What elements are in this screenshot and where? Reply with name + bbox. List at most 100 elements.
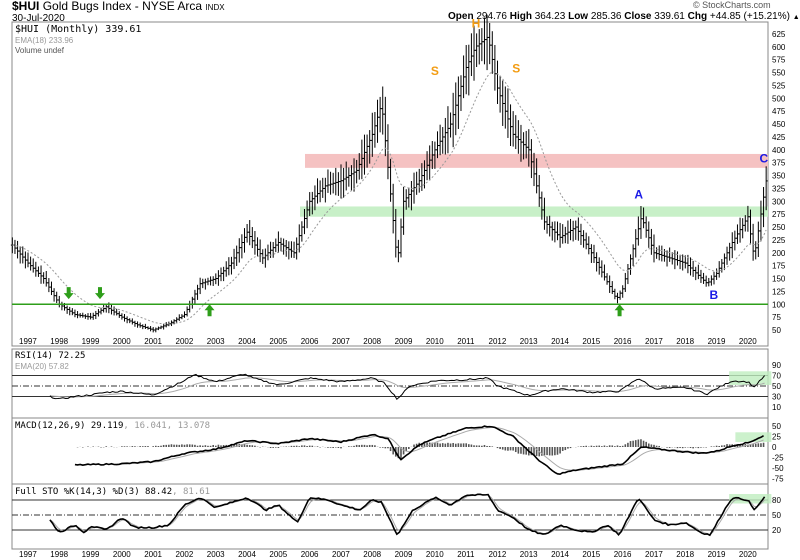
macd-signal-line [74, 426, 764, 471]
price-tick-label: 425 [772, 133, 786, 142]
chart-title: $HUI Gold Bugs Index - NYSE Arca INDX [12, 0, 225, 14]
open-label: Open [448, 11, 474, 22]
price-tick-label: 325 [772, 184, 786, 193]
high-label: High [509, 11, 532, 22]
index-name: Gold Bugs Index - NYSE Arca [42, 0, 203, 13]
macd-histogram-bar [340, 447, 342, 449]
rsi-tick-label: 90 [772, 361, 781, 370]
price-tick-label: 375 [772, 159, 786, 168]
macd-histogram-bar [405, 447, 408, 452]
sto-d-line [49, 494, 765, 535]
price-tick-label: 525 [772, 81, 786, 90]
macd-histogram-bar [653, 444, 655, 447]
year-label: 2018 [676, 337, 694, 346]
macd-histogram-bar [358, 445, 361, 447]
macd-histogram-bar [608, 445, 611, 447]
rsi-line [49, 373, 765, 400]
macd-histogram-bar [726, 444, 728, 447]
year-label-bottom: 2014 [551, 550, 569, 559]
year-label: 2015 [582, 337, 600, 346]
macd-histogram-bar [668, 447, 671, 448]
macd-histogram-bar [308, 445, 311, 447]
year-label-bottom: 2017 [645, 550, 663, 559]
macd-histogram-bar [361, 444, 363, 447]
macd-histogram-bar [209, 445, 212, 447]
price-tick-label: 50 [772, 326, 781, 335]
macd-histogram-bar [554, 447, 556, 456]
macd-histogram-bar [679, 447, 681, 448]
macd-histogram-bar [619, 446, 621, 447]
high-value: 364.23 [534, 11, 566, 22]
macd-tick-label: 25 [772, 433, 781, 442]
macd-histogram-bar [162, 444, 165, 447]
rsi-tick-label: 10 [772, 403, 781, 412]
year-label-bottom: 2006 [301, 550, 319, 559]
macd-histogram-bar [512, 447, 514, 451]
macd-histogram-bar [632, 440, 634, 447]
macd-histogram-bar [718, 445, 721, 447]
macd-histogram-bar [700, 447, 702, 448]
arrow-down-icon [63, 287, 74, 300]
macd-histogram-bar [215, 445, 217, 447]
macd-histogram-bar [191, 444, 194, 447]
close-label: Close [624, 11, 652, 22]
macd-histogram-bar [666, 447, 668, 448]
macd-tick-label: -25 [772, 454, 784, 463]
macd-histogram-bar [397, 447, 400, 459]
macd-histogram-bar [692, 447, 694, 449]
sto-tick-label: 80 [772, 496, 781, 505]
macd-histogram-bar [478, 445, 481, 447]
macd-histogram-bar [457, 443, 460, 447]
rsi-highlight-box [729, 371, 772, 385]
macd-histogram-bar [601, 446, 603, 447]
year-label: 2004 [238, 337, 256, 346]
macd-histogram-bar [199, 445, 201, 447]
year-label-bottom: 2003 [207, 550, 225, 559]
macd-histogram-bar [134, 446, 136, 447]
sto-d-value: , 81.61 [172, 487, 211, 497]
legend-macd: MACD(12,26,9) 29.119, 16.041, 13.078 [15, 421, 210, 431]
year-label-bottom: 1999 [82, 550, 100, 559]
macd-histogram-bar [603, 445, 606, 447]
price-tick-label: 100 [772, 300, 786, 309]
macd-histogram-bar [447, 442, 449, 447]
macd-histogram-bar [710, 446, 713, 447]
macd-histogram-bar [371, 444, 374, 447]
macd-histogram-bar [580, 446, 582, 447]
macd-histogram-bar [520, 447, 522, 454]
chart-date: 30-Jul-2020 [12, 13, 65, 24]
support-zone [300, 206, 768, 217]
sto-k-value: Full STO %K(14,3) %D(3) 88.42 [15, 487, 173, 497]
sto-tick-label: 20 [772, 526, 781, 535]
macd-histogram-bar [754, 443, 757, 447]
macd-histogram-bar [181, 444, 183, 447]
macd-histogram-bar [207, 445, 209, 447]
macd-histogram-bar [593, 446, 595, 447]
chg-label: Chg [687, 11, 708, 22]
macd-histogram-bar [556, 447, 559, 455]
macd-tick-label: 50 [772, 422, 781, 431]
legend-rsi-ema: EMA(20) 57.82 [15, 362, 69, 371]
macd-histogram-bar [295, 445, 298, 447]
macd-histogram-bar [747, 444, 749, 447]
macd-histogram-bar [441, 443, 444, 447]
rsi-tick-label: 50 [772, 382, 781, 391]
year-label: 2008 [363, 337, 381, 346]
year-label-bottom: 2019 [708, 550, 726, 559]
macd-histogram-bar [272, 447, 274, 448]
macd-highlight-box [735, 432, 772, 442]
year-label-bottom: 2004 [238, 550, 256, 559]
macd-histogram-bar [481, 445, 483, 447]
macd-histogram-bar [496, 447, 499, 449]
macd-histogram-bar [499, 447, 501, 450]
macd-histogram-bar [274, 447, 277, 448]
up-arrow-icon: ▲ [792, 14, 800, 21]
macd-histogram-bar [186, 444, 188, 447]
macd-histogram-bar [121, 446, 123, 447]
macd-histogram-bar [697, 447, 700, 449]
macd-histogram-bar [353, 445, 355, 447]
macd-histogram-bar [188, 444, 191, 447]
macd-histogram-bar [368, 444, 371, 447]
macd-histogram-bar [721, 445, 723, 447]
macd-histogram-bar [165, 444, 168, 447]
